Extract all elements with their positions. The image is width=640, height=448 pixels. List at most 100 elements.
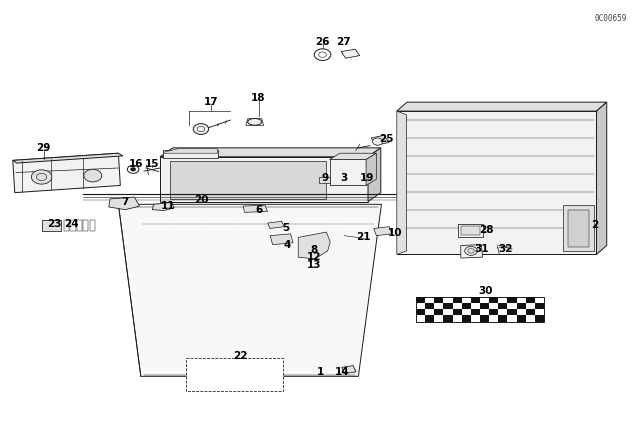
Polygon shape xyxy=(371,135,389,145)
Circle shape xyxy=(127,165,139,173)
Bar xyxy=(435,297,444,303)
Polygon shape xyxy=(568,210,589,247)
Text: 14: 14 xyxy=(335,367,349,377)
Polygon shape xyxy=(461,226,480,235)
Polygon shape xyxy=(118,204,381,376)
Polygon shape xyxy=(458,224,483,237)
Bar xyxy=(461,315,471,322)
Text: 7: 7 xyxy=(121,198,129,207)
Bar xyxy=(444,303,452,309)
Polygon shape xyxy=(163,150,218,158)
Polygon shape xyxy=(397,111,596,254)
Bar xyxy=(471,309,480,315)
Circle shape xyxy=(31,170,52,184)
Bar xyxy=(489,309,499,315)
Bar xyxy=(516,315,525,322)
Text: 21: 21 xyxy=(356,232,371,241)
Bar xyxy=(499,303,508,309)
Text: 18: 18 xyxy=(252,93,266,103)
Circle shape xyxy=(193,124,209,134)
Text: 4: 4 xyxy=(283,240,291,250)
Polygon shape xyxy=(374,227,392,236)
Polygon shape xyxy=(461,245,483,258)
Bar xyxy=(499,315,508,322)
Bar xyxy=(186,358,283,391)
Text: 19: 19 xyxy=(360,173,374,183)
Bar xyxy=(435,309,444,315)
Bar xyxy=(480,315,489,322)
Text: 27: 27 xyxy=(336,37,350,47)
Polygon shape xyxy=(70,220,76,231)
Text: 32: 32 xyxy=(499,244,513,254)
Polygon shape xyxy=(298,232,330,259)
Polygon shape xyxy=(170,161,326,199)
Text: 16: 16 xyxy=(129,159,143,169)
Bar xyxy=(416,309,425,315)
Polygon shape xyxy=(397,102,607,111)
Polygon shape xyxy=(397,111,406,254)
Bar xyxy=(535,315,544,322)
Text: 0C00659: 0C00659 xyxy=(595,14,627,23)
Polygon shape xyxy=(42,220,61,231)
Ellipse shape xyxy=(248,118,262,125)
Text: 10: 10 xyxy=(388,228,402,238)
Polygon shape xyxy=(152,202,174,211)
Bar xyxy=(508,297,516,303)
Polygon shape xyxy=(163,149,218,153)
Text: 23: 23 xyxy=(47,219,61,229)
Bar xyxy=(425,315,435,322)
Bar xyxy=(516,303,525,309)
Bar xyxy=(416,297,425,303)
Polygon shape xyxy=(319,177,330,183)
Polygon shape xyxy=(330,159,366,185)
Text: 2: 2 xyxy=(591,220,599,230)
Polygon shape xyxy=(83,220,88,231)
Polygon shape xyxy=(330,153,376,159)
Bar xyxy=(471,297,480,303)
Text: 22: 22 xyxy=(233,351,247,361)
Text: 25: 25 xyxy=(380,134,394,144)
Text: 1: 1 xyxy=(316,367,324,377)
Text: 9: 9 xyxy=(321,173,329,183)
Circle shape xyxy=(131,168,136,171)
Polygon shape xyxy=(160,157,368,202)
Polygon shape xyxy=(13,153,123,163)
Circle shape xyxy=(314,49,331,60)
Bar xyxy=(525,309,535,315)
Text: 31: 31 xyxy=(474,244,488,254)
Polygon shape xyxy=(270,234,293,245)
Circle shape xyxy=(84,169,102,182)
Text: 15: 15 xyxy=(145,159,159,169)
Text: 8: 8 xyxy=(310,245,317,255)
Polygon shape xyxy=(246,119,264,125)
Polygon shape xyxy=(342,366,356,374)
Bar xyxy=(535,303,544,309)
Polygon shape xyxy=(13,153,120,193)
Polygon shape xyxy=(596,102,607,254)
Polygon shape xyxy=(64,220,69,231)
Bar xyxy=(461,303,471,309)
Bar xyxy=(508,309,516,315)
Polygon shape xyxy=(243,205,268,212)
Text: 30: 30 xyxy=(478,286,492,296)
Text: 20: 20 xyxy=(194,195,208,205)
Polygon shape xyxy=(268,221,284,228)
Text: 17: 17 xyxy=(204,97,218,107)
Text: 12: 12 xyxy=(307,252,321,262)
Bar xyxy=(444,315,452,322)
Polygon shape xyxy=(366,153,376,185)
Text: 6: 6 xyxy=(255,205,262,215)
Text: 28: 28 xyxy=(479,225,493,235)
Text: 5: 5 xyxy=(282,224,290,233)
Polygon shape xyxy=(160,148,381,157)
Text: 26: 26 xyxy=(316,37,330,47)
Bar xyxy=(452,309,461,315)
Polygon shape xyxy=(77,220,82,231)
Circle shape xyxy=(465,246,477,255)
Bar xyxy=(452,297,461,303)
Text: 11: 11 xyxy=(161,201,175,211)
Circle shape xyxy=(372,138,383,145)
Polygon shape xyxy=(341,49,360,58)
Bar xyxy=(525,297,535,303)
Bar xyxy=(489,297,499,303)
